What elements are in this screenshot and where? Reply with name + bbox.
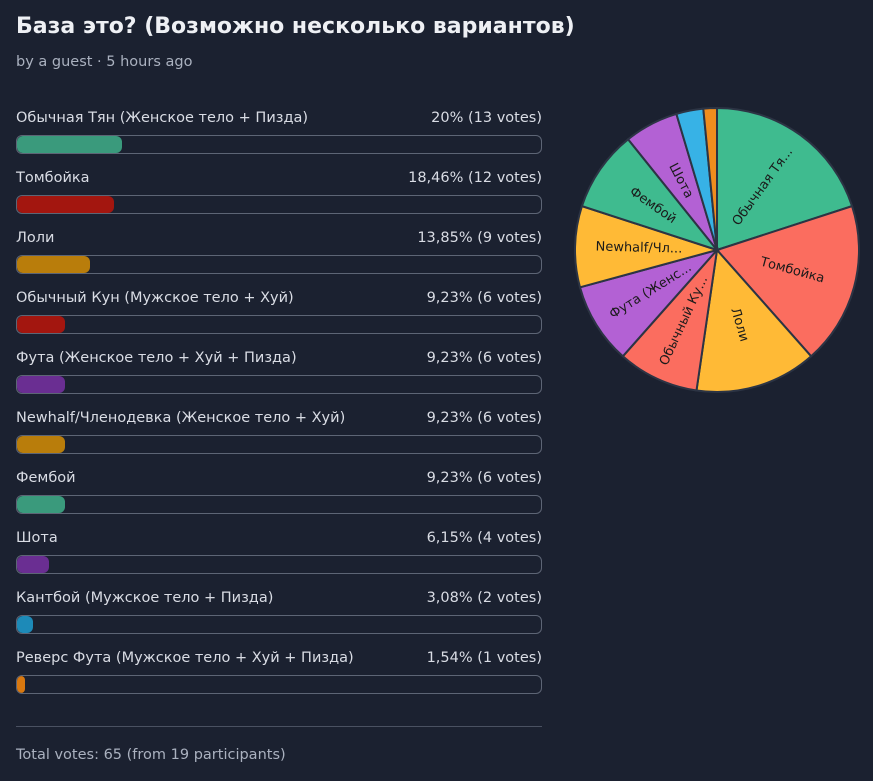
option-result: 1,54% (1 votes): [426, 650, 542, 666]
poll-option: Шота 6,15% (4 votes): [16, 528, 542, 588]
option-label: Кантбой (Мужское тело + Пизда): [16, 590, 274, 606]
option-result: 6,15% (4 votes): [426, 530, 542, 546]
result-bar-track: [16, 255, 542, 274]
option-label: Обычная Тян (Женское тело + Пизда): [16, 110, 309, 126]
option-label: Фембой: [16, 470, 76, 486]
pie-slice-label: Newhalf/Чл...: [595, 240, 682, 257]
option-label: Фута (Женское тело + Хуй + Пизда): [16, 350, 297, 366]
poll-options: Обычная Тян (Женское тело + Пизда) 20% (1…: [16, 108, 542, 708]
poll-option: Обычный Кун (Мужское тело + Хуй) 9,23% (6…: [16, 288, 542, 348]
result-bar-fill: [17, 256, 90, 273]
pie-slice[interactable]: [580, 137, 720, 252]
poll-option: Обычная Тян (Женское тело + Пизда) 20% (1…: [16, 108, 542, 168]
option-result: 9,23% (6 votes): [426, 410, 542, 426]
option-label: Обычный Кун (Мужское тело + Хуй): [16, 290, 294, 306]
result-bar-fill: [17, 136, 122, 153]
option-result: 9,23% (6 votes): [426, 290, 542, 306]
result-bar-track: [16, 195, 542, 214]
result-bar-fill: [17, 616, 34, 633]
result-bar-track: [16, 615, 542, 634]
pie-slice[interactable]: [621, 246, 719, 392]
option-label: Томбойка: [16, 170, 90, 186]
result-bar-track: [16, 675, 542, 694]
option-result: 18,46% (12 votes): [408, 170, 542, 186]
result-bar-track: [16, 555, 542, 574]
result-bar-fill: [17, 436, 66, 453]
total-votes: Total votes: 65 (from 19 participants): [16, 747, 286, 763]
poll-option: Томбойка 18,46% (12 votes): [16, 168, 542, 228]
poll-option: Фута (Женское тело + Хуй + Пизда) 9,23% (…: [16, 348, 542, 408]
pie-slice[interactable]: [574, 204, 721, 289]
result-bar-fill: [17, 376, 66, 393]
option-label: Шота: [16, 530, 58, 546]
result-bar-fill: [17, 316, 66, 333]
result-bar-fill: [17, 556, 50, 573]
result-bar-track: [16, 435, 542, 454]
poll-title: База это? (Возможно несколько вариантов): [16, 14, 575, 39]
result-bar-track: [16, 375, 542, 394]
poll-option: Newhalf/Членодевка (Женское тело + Хуй) 9…: [16, 408, 542, 468]
option-label: Newhalf/Членодевка (Женское тело + Хуй): [16, 410, 346, 426]
pie-slice[interactable]: [695, 247, 813, 393]
result-bar-track: [16, 315, 542, 334]
result-bar-fill: [17, 196, 114, 213]
poll-option: Фембой 9,23% (6 votes): [16, 468, 542, 528]
pie-slice[interactable]: [702, 106, 718, 251]
pie-slice[interactable]: [715, 204, 860, 358]
option-result: 13,85% (9 votes): [417, 230, 542, 246]
option-result: 20% (13 votes): [431, 110, 542, 126]
result-bar-track: [16, 495, 542, 514]
pie-slice[interactable]: [716, 106, 854, 252]
option-result: 3,08% (2 votes): [426, 590, 542, 606]
poll-option: Лоли 13,85% (9 votes): [16, 228, 542, 288]
option-label: Лоли: [16, 230, 55, 246]
option-result: 9,23% (6 votes): [426, 470, 542, 486]
result-bar-track: [16, 135, 542, 154]
result-bar-fill: [17, 676, 26, 693]
pie-slice[interactable]: [578, 248, 720, 358]
option-result: 9,23% (6 votes): [426, 350, 542, 366]
divider: [16, 726, 542, 727]
option-label: Реверс Фута (Мужское тело + Хуй + Пизда): [16, 650, 354, 666]
poll-option: Реверс Фута (Мужское тело + Хуй + Пизда)…: [16, 648, 542, 708]
result-bar-fill: [17, 496, 66, 513]
poll-meta: by a guest · 5 hours ago: [16, 54, 193, 70]
poll-option: Кантбой (Мужское тело + Пизда) 3,08% (2 v…: [16, 588, 542, 648]
